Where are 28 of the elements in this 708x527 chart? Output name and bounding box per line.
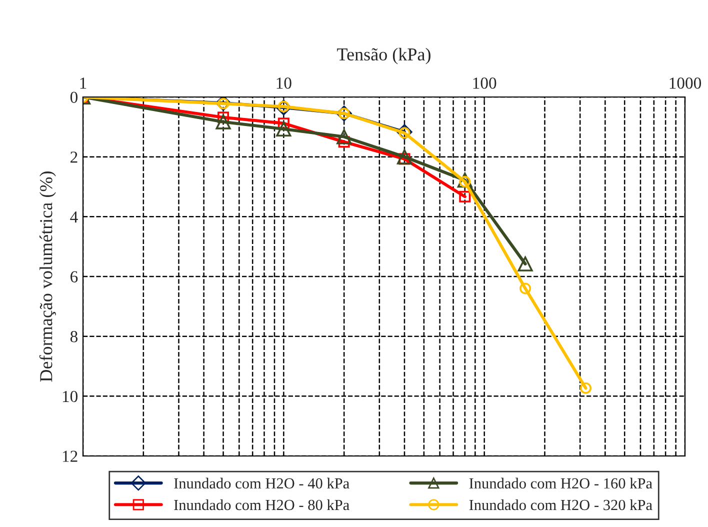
- y-tick-label: 12: [62, 450, 78, 462]
- point: [396, 149, 412, 164]
- point: [580, 382, 592, 394]
- y-tick-label: 4: [70, 211, 78, 222]
- legend-label: Inundado com H2O - 40 kPa: [174, 478, 350, 489]
- x-tick-label: 1000: [670, 78, 702, 89]
- point: [457, 172, 472, 188]
- point: [276, 100, 292, 116]
- point: [216, 114, 231, 130]
- y-tick-label: 0: [70, 92, 78, 103]
- point: [276, 122, 292, 137]
- y-tick-label: 2: [70, 152, 78, 163]
- y-axis-title: Deformação volumétrica (%): [39, 172, 56, 382]
- y-tick-label: 6: [70, 271, 78, 282]
- point: [520, 282, 532, 294]
- y-tick-label: 8: [70, 331, 78, 342]
- point: [518, 256, 533, 272]
- y-tick-label: 10: [62, 390, 78, 402]
- point: [396, 124, 412, 140]
- legend-label: Inundado com H2O - 320 kPa: [469, 499, 652, 510]
- x-axis-title: Tensão (kPa): [337, 48, 430, 64]
- x-tick-label: 1: [80, 78, 86, 89]
- x-tick-label: 10: [276, 78, 292, 89]
- point: [336, 129, 352, 144]
- legend-label: Inundado com H2O - 80 kPa: [174, 499, 350, 510]
- x-tick-label: 100: [473, 78, 496, 89]
- point: [459, 190, 471, 202]
- legend-label: Inundado com H2O - 160 kPa: [469, 478, 652, 489]
